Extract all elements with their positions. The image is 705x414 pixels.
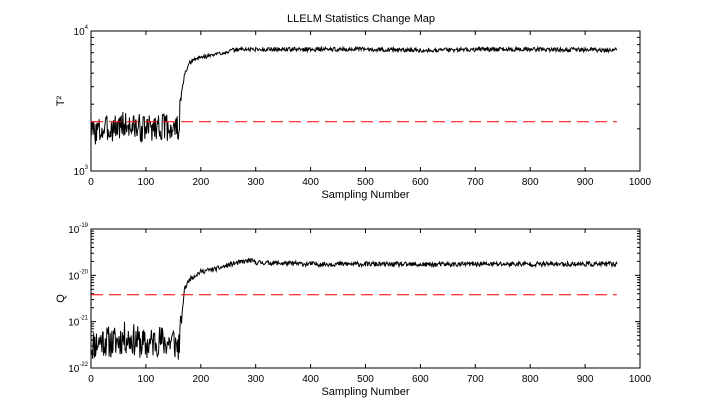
x-tick-label: 0 [88,177,94,188]
x-tick-label: 200 [192,374,209,385]
x-tick-label: 800 [522,374,539,385]
y-axis-label: Q [55,294,67,303]
plot-t2: 0 100 200 300 400 500 600 700 800 900 1000103104Sa… [55,25,652,201]
axes-box [90,228,641,369]
x-tick-label: 200 [192,177,209,188]
axes-box [90,30,641,172]
x-tick-label: 500 [357,177,374,188]
x-tick-label: 800 [522,177,539,188]
x-tick-label: 100 [138,374,155,385]
x-tick-label: 600 [412,374,429,385]
x-tick-label: 0 [88,374,94,385]
x-axis-label: Sampling Number [321,189,409,201]
chart-title: LLELM Statistics Change Map [287,13,435,25]
x-tick-label: 300 [247,177,264,188]
x-tick-label: 400 [302,177,319,188]
x-tick-label: 900 [577,177,594,188]
x-tick-label: 100 [138,177,155,188]
x-tick-label: 1000 [629,177,652,188]
x-tick-label: 600 [412,177,429,188]
x-tick-label: 700 [467,374,484,385]
x-tick-label: 400 [302,374,319,385]
statistic-series-line [91,257,618,360]
x-axis-label: Sampling Number [321,386,409,398]
x-tick-label: 700 [467,177,484,188]
x-tick-label: 900 [577,374,594,385]
x-tick-label: 1000 [629,374,652,385]
x-tick-label: 500 [357,374,374,385]
y-axis-label: T² [55,95,67,106]
plot-q: 0 100 200 300 400 500 600 700 800 900 100010-2210-… [55,223,652,398]
statistic-series-line [91,45,618,145]
x-tick-label: 300 [247,374,264,385]
